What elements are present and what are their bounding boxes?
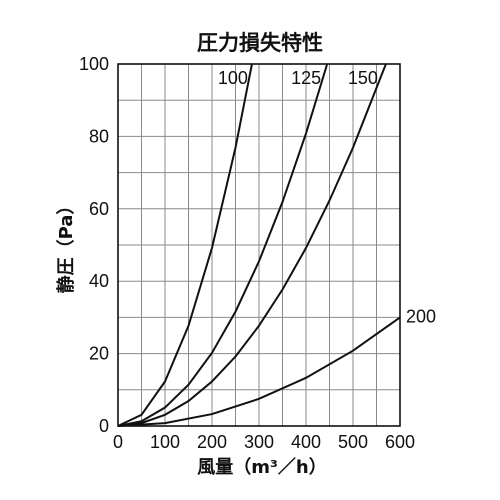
chart-title: 圧力損失特性 (197, 31, 323, 55)
series-line-150 (117, 63, 387, 427)
y-tick-labels: 0 20 40 60 80 100 (79, 54, 109, 436)
y-tick-label: 80 (89, 126, 109, 146)
series-curves (117, 63, 401, 427)
series-line-100 (117, 63, 253, 427)
x-axis-label: 風量（m³／h） (197, 456, 326, 478)
y-axis-label: 静圧（Pa） (55, 197, 77, 294)
y-tick-label: 40 (89, 271, 109, 291)
series-line-200 (117, 316, 401, 427)
y-tick-label: 0 (99, 416, 109, 436)
x-tick-label: 300 (244, 432, 274, 452)
x-tick-label: 600 (385, 432, 415, 452)
series-labels: 100 125 150 200 (218, 68, 436, 326)
x-tick-labels: 0 100 200 300 400 500 600 (113, 432, 415, 452)
y-tick-label: 60 (89, 199, 109, 219)
series-label-200: 200 (406, 306, 436, 326)
x-tick-label: 400 (291, 432, 321, 452)
x-tick-label: 500 (338, 432, 368, 452)
series-label-150: 150 (348, 68, 378, 88)
x-tick-label: 0 (113, 432, 123, 452)
y-tick-label: 20 (89, 344, 109, 364)
series-label-100: 100 (218, 68, 248, 88)
series-label-125: 125 (291, 68, 321, 88)
horizontal-grid-lines (118, 99, 400, 391)
x-tick-label: 200 (197, 432, 227, 452)
plot-frame (117, 63, 401, 427)
y-tick-label: 100 (79, 54, 109, 74)
x-tick-label: 100 (150, 432, 180, 452)
series-line-125 (117, 63, 329, 427)
